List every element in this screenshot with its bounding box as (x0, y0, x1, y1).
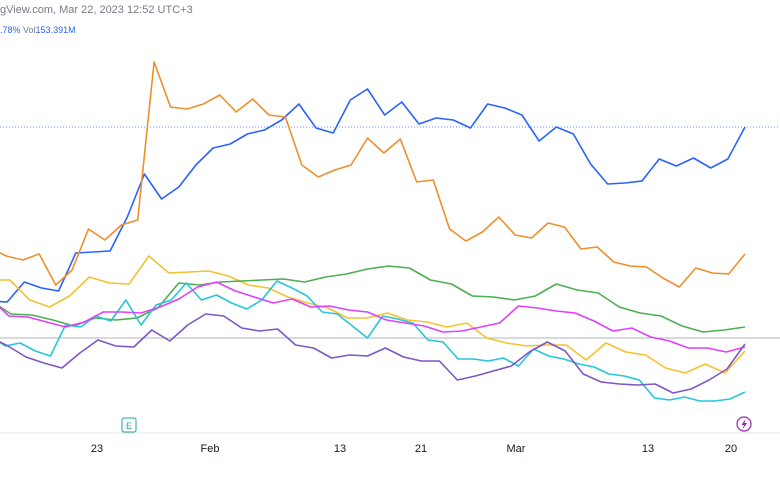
earnings-marker-label: E (126, 421, 132, 431)
x-tick-label: 23 (91, 443, 103, 455)
x-tick-label: Mar (507, 443, 526, 455)
series-line-5 (0, 280, 746, 402)
x-tick-label: 20 (725, 443, 737, 455)
series-line-1 (0, 88, 746, 303)
series-line-2 (0, 61, 746, 288)
chart-header: gView.com, Mar 22, 2023 12:52 UTC+3 (0, 4, 193, 16)
x-tick-label: 21 (415, 443, 427, 455)
x-tick-label: Feb (201, 443, 220, 455)
volume-value: 153.391M (35, 25, 76, 35)
volume-label: Vol (23, 25, 36, 35)
series-line-7 (0, 313, 746, 394)
x-tick-label: 13 (334, 443, 346, 455)
chart-title: gView.com, Mar 22, 2023 12:52 UTC+3 (0, 4, 193, 16)
change-percent: .78% (0, 25, 21, 35)
series-line-4 (0, 265, 746, 333)
earnings-marker (121, 417, 137, 433)
chart-stats: .78% Vol153.391M (0, 25, 76, 35)
lightning-bolt-glyph (741, 419, 747, 430)
series-line-6 (0, 281, 746, 353)
x-tick-label: 13 (642, 443, 654, 455)
series-line-3 (0, 255, 746, 374)
